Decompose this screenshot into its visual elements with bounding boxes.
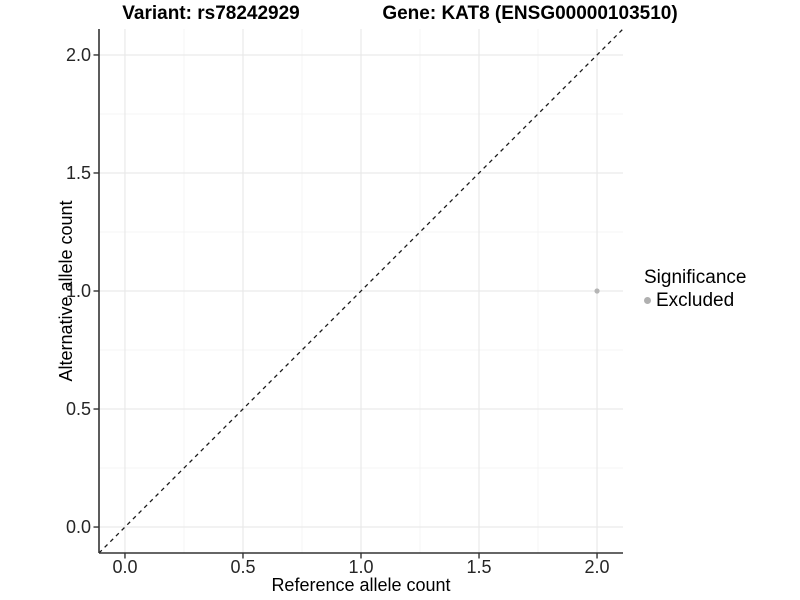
x-tick-label: 0.5 [230,557,256,577]
legend-entry-label: Excluded [656,290,735,311]
plot-title-gene: Gene: KAT8 (ENSG00000103510) [382,3,678,24]
x-axis-title: Reference allele count [271,575,451,595]
y-tick-label: 0.5 [65,399,91,420]
legend-entry-excluded: Excluded [644,289,746,312]
x-tick-label: 1.0 [348,557,374,577]
plot-title-variant: Variant: rs78242929 [122,3,300,24]
y-tick-label: 0.0 [65,517,91,538]
y-tick-label: 1.0 [65,281,91,301]
data-point [594,288,600,294]
x-tick-label: 0.0 [112,557,138,577]
identity-line [98,28,624,554]
x-tick-label: 1.5 [466,557,492,577]
legend-title: Significance [644,267,747,288]
legend: Significance Excluded [644,266,746,312]
y-tick-label: 2.0 [65,44,91,65]
x-tick-label: 2.0 [584,557,610,577]
y-tick-label: 1.5 [65,162,91,183]
legend-point-icon [644,297,651,304]
